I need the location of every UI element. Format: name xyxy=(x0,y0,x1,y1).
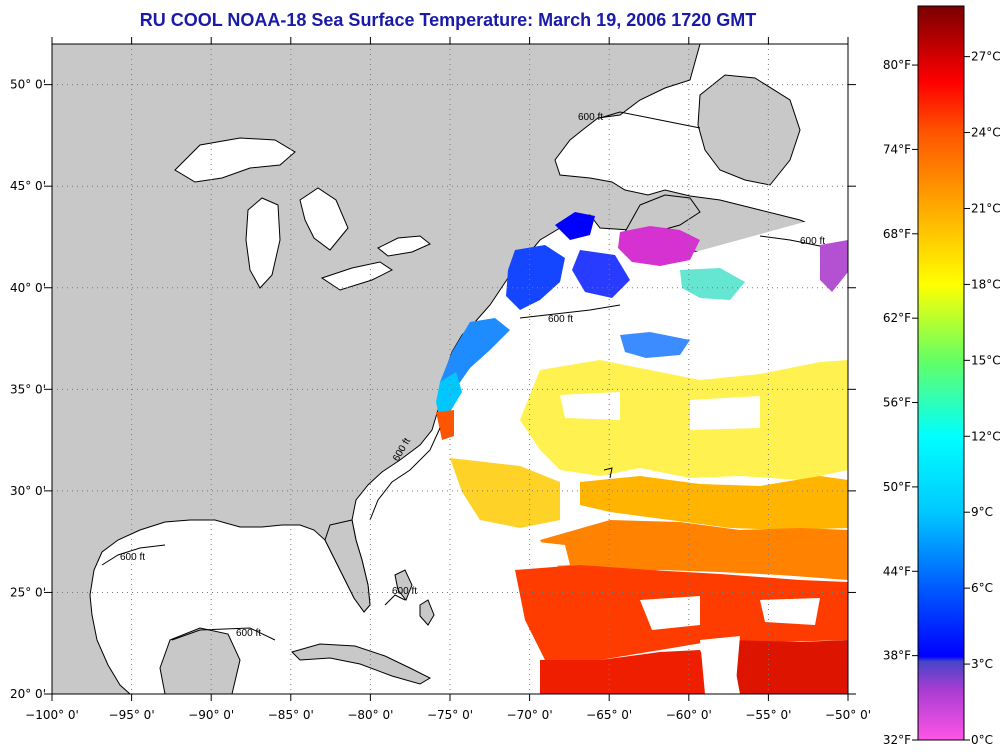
colorbar-fahrenheit-label: 68°F xyxy=(883,227,911,241)
colorbar-celsius-label: 15°C xyxy=(971,353,1001,367)
lon-tick-label: −90° 0' xyxy=(188,708,234,722)
colorbar-celsius-label: 24°C xyxy=(971,126,1001,140)
land-yucatan xyxy=(159,627,241,694)
colorbar-celsius-label: 6°C xyxy=(971,581,993,595)
land-bahamas xyxy=(394,569,435,626)
colorbar-fahrenheit-label: 50°F xyxy=(883,480,911,494)
colorbar-fahrenheit-label: 32°F xyxy=(883,733,911,747)
longitude-axis: −100° 0' −95° 0' −90° 0' −85° 0' −80° 0' −75°… xyxy=(25,37,871,722)
colorbar-fahrenheit-label: 56°F xyxy=(883,396,911,410)
land-newfoundland xyxy=(697,74,801,186)
isobath-label: 600 ft xyxy=(120,552,145,563)
land-florida xyxy=(324,519,371,613)
isobath-600ft xyxy=(101,111,821,641)
colorbar-celsius-label: 12°C xyxy=(971,429,1001,443)
isobath-label: 600 ft xyxy=(548,314,573,325)
colorbar xyxy=(917,5,965,741)
colorbar-celsius-label: 0°C xyxy=(971,733,993,747)
lon-tick-label: −80° 0' xyxy=(347,708,393,722)
map-title: RU COOL NOAA-18 Sea Surface Temperature:… xyxy=(139,10,757,30)
latitude-axis: 20° 0' 25° 0' 30° 0' 35° 0' 40° 0' 45° 0' 50° … xyxy=(10,78,856,701)
sst-offshore-water xyxy=(450,360,848,694)
colorbar-fahrenheit-label: 74°F xyxy=(883,142,911,156)
land-cuba xyxy=(291,643,432,685)
colorbar-fahrenheit-label: 44°F xyxy=(883,564,911,578)
isobath-label: 600 ft xyxy=(800,236,825,247)
great-lakes xyxy=(174,137,431,291)
lat-tick-label: 30° 0' xyxy=(10,484,46,498)
lon-tick-label: −75° 0' xyxy=(427,708,473,722)
colorbar-fahrenheit-label: 80°F xyxy=(883,58,911,72)
colorbar-celsius-ticks: 0°C 3°C 6°C 9°C 12°C 15°C 18°C 21°C 24°C 27°C xyxy=(964,50,1001,747)
colorbar-fahrenheit-ticks: 32°F 38°F 44°F 50°F 56°F 62°F 68°F 74°F 80°F xyxy=(883,58,918,747)
lon-tick-label: −95° 0' xyxy=(109,708,155,722)
lon-tick-label: −100° 0' xyxy=(25,708,79,722)
isobath-label: 600 ft xyxy=(392,586,417,597)
isobath-label: 600 ft xyxy=(578,112,603,123)
lat-tick-label: 35° 0' xyxy=(10,382,46,396)
gulf-stream-front xyxy=(603,467,613,479)
lon-tick-label: −85° 0' xyxy=(268,708,314,722)
colorbar-celsius-label: 18°C xyxy=(971,277,1001,291)
lon-tick-label: −50° 0' xyxy=(825,708,871,722)
colorbar-celsius-label: 21°C xyxy=(971,201,1001,215)
colorbar-celsius-label: 9°C xyxy=(971,505,993,519)
sst-shelf-water xyxy=(436,212,848,440)
colorbar-fahrenheit-label: 62°F xyxy=(883,311,911,325)
lon-tick-label: −65° 0' xyxy=(586,708,632,722)
lon-tick-label: −60° 0' xyxy=(666,708,712,722)
colorbar-celsius-label: 27°C xyxy=(971,50,1001,64)
lat-tick-label: 45° 0' xyxy=(10,179,46,193)
lon-tick-label: −70° 0' xyxy=(507,708,553,722)
isobath-label: 600 ft xyxy=(236,628,261,639)
lat-tick-label: 20° 0' xyxy=(10,687,46,701)
lat-tick-label: 25° 0' xyxy=(10,585,46,599)
colorbar-celsius-label: 3°C xyxy=(971,657,993,671)
colorbar-fahrenheit-label: 38°F xyxy=(883,649,911,663)
lat-tick-label: 50° 0' xyxy=(10,78,46,92)
lon-tick-label: −55° 0' xyxy=(745,708,791,722)
lat-tick-label: 40° 0' xyxy=(10,281,46,295)
